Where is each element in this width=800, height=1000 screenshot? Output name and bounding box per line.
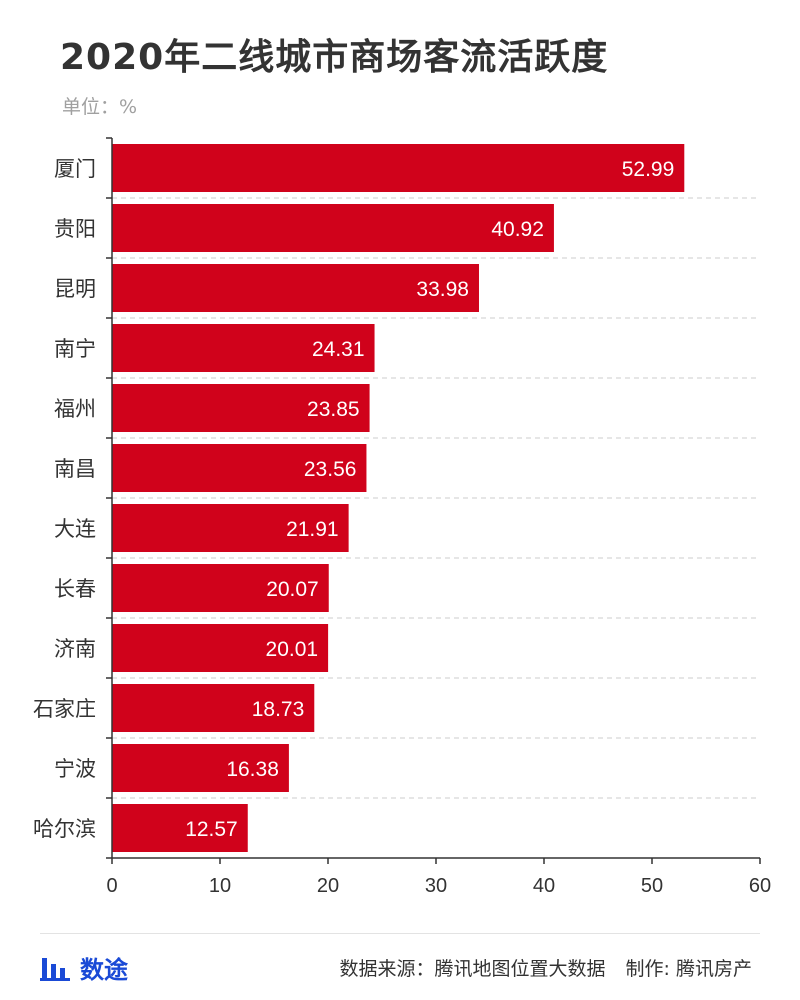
- category-label: 南昌: [54, 457, 96, 481]
- bar: [112, 684, 315, 732]
- category-label: 昆明: [54, 277, 96, 301]
- category-label: 贵阳: [54, 217, 96, 241]
- x-tick-label: 40: [533, 875, 555, 897]
- bar: [112, 744, 289, 792]
- x-tick-label: 30: [425, 875, 447, 897]
- x-tick-label: 60: [749, 875, 771, 897]
- category-label: 大连: [54, 517, 96, 541]
- bar-value-label: 40.92: [491, 218, 544, 241]
- unit-label: 单位：%: [62, 96, 138, 118]
- data-source: 数据来源：腾讯地图位置大数据: [339, 958, 606, 980]
- bar-value-label: 23.56: [304, 458, 357, 481]
- bar-chart-icon: [40, 957, 70, 981]
- category-label: 厦门: [54, 157, 96, 181]
- bar: [112, 504, 349, 552]
- bar-value-label: 21.91: [286, 518, 339, 541]
- brand-name: 数途: [80, 956, 128, 984]
- x-tick-label: 50: [641, 875, 663, 897]
- bar: [112, 384, 370, 432]
- bar-value-label: 52.99: [622, 158, 675, 181]
- bar: [112, 624, 329, 672]
- footer-divider: [40, 933, 760, 934]
- bar-chart: 52.99 厦门 40.92 贵阳 33.98 昆明 24.31 南宁 23.85 福州 23.56…: [33, 137, 771, 897]
- category-label: 宁波: [54, 757, 96, 781]
- bar: [112, 204, 554, 252]
- source-line: 数据来源：腾讯地图位置大数据 制作: 腾讯房产: [339, 954, 752, 981]
- category-label: 哈尔滨: [33, 817, 96, 841]
- bar-value-label: 24.31: [312, 338, 365, 361]
- bar: [112, 444, 367, 492]
- category-label: 济南: [54, 637, 96, 661]
- bar-value-label: 23.85: [307, 398, 360, 421]
- bar: [112, 324, 375, 372]
- bar-value-label: 18.73: [252, 698, 305, 721]
- bar-value-label: 20.07: [266, 578, 319, 601]
- category-label: 福州: [54, 397, 96, 421]
- x-tick-label: 20: [317, 875, 339, 897]
- bar-value-label: 16.38: [226, 758, 279, 781]
- bar: [112, 804, 248, 852]
- chart-title: 2020年二线城市商场客流活跃度: [60, 37, 609, 78]
- producer-credit: 制作: 腾讯房产: [625, 958, 752, 980]
- bar: [112, 144, 685, 192]
- category-label: 南宁: [54, 337, 96, 361]
- bar-value-label: 12.57: [185, 818, 238, 841]
- category-label: 长春: [54, 577, 96, 601]
- bar: [112, 564, 329, 612]
- brand-logo: 数途: [40, 950, 128, 985]
- bar: [112, 264, 479, 312]
- bar-value-label: 20.01: [266, 638, 319, 661]
- category-label: 石家庄: [33, 697, 96, 721]
- x-tick-label: 0: [106, 875, 117, 897]
- bar-value-label: 33.98: [416, 278, 469, 301]
- x-tick-label: 10: [209, 875, 231, 897]
